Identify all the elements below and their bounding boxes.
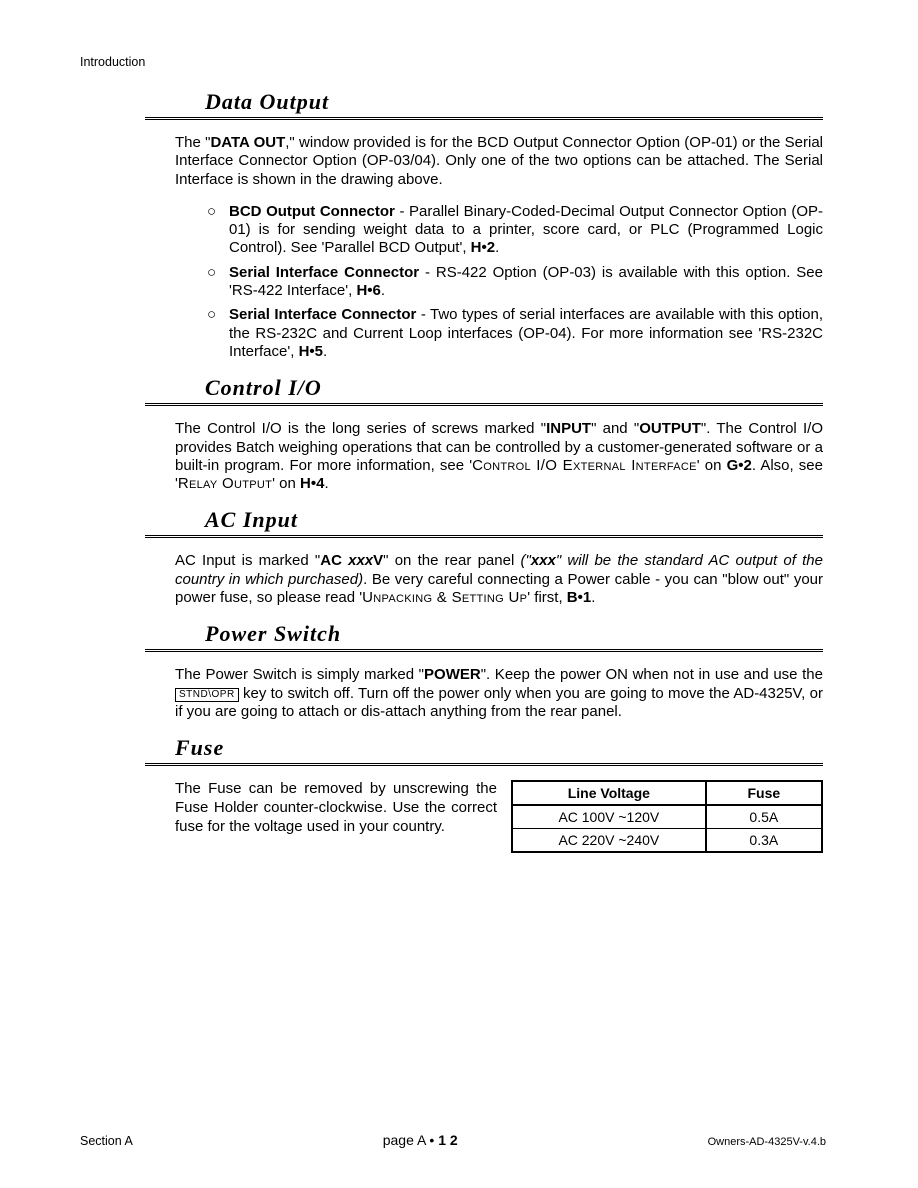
fuse-table: Line Voltage Fuse AC 100V ~120V 0.5A AC … <box>511 780 823 853</box>
rule <box>145 403 823 406</box>
section-power-switch: Power Switch The Power Switch is simply … <box>80 621 826 721</box>
footer-docid: Owners-AD-4325V-v.4.b <box>708 1136 826 1148</box>
page-header-label: Introduction <box>80 55 826 69</box>
footer-section: Section A <box>80 1134 133 1148</box>
table-row: Line Voltage Fuse <box>512 781 822 805</box>
rule <box>145 535 823 538</box>
control-io-body: The Control I/O is the long series of sc… <box>175 420 823 493</box>
list-item: ○ Serial Interface Connector - RS-422 Op… <box>207 264 823 301</box>
heading-power-switch: Power Switch <box>205 621 826 649</box>
fuse-cell: AC 100V ~120V <box>512 805 706 829</box>
data-output-intro: The "DATA OUT," window provided is for t… <box>175 134 823 189</box>
fuse-col-fuse: Fuse <box>706 781 822 805</box>
table-row: AC 220V ~240V 0.3A <box>512 829 822 853</box>
heading-ac-input: AC Input <box>205 507 826 535</box>
heading-fuse: Fuse <box>175 735 826 763</box>
list-item: ○ Serial Interface Connector - Two types… <box>207 306 823 361</box>
page-footer: Section A page A • 1 2 Owners-AD-4325V-v… <box>80 1132 826 1148</box>
section-fuse: Fuse The Fuse can be removed by unscrewi… <box>80 735 826 853</box>
bullet-icon: ○ <box>207 203 229 258</box>
list-item: ○ BCD Output Connector - Parallel Binary… <box>207 203 823 258</box>
section-control-io: Control I/O The Control I/O is the long … <box>80 375 826 493</box>
fuse-body: The Fuse can be removed by unscrewing th… <box>175 780 497 836</box>
heading-data-output: Data Output <box>205 89 826 117</box>
bullet-icon: ○ <box>207 306 229 361</box>
rule <box>145 117 823 120</box>
rule <box>145 649 823 652</box>
ac-input-body: AC Input is marked "AC xxxV" on the rear… <box>175 552 823 607</box>
bullet-icon: ○ <box>207 264 229 301</box>
heading-control-io: Control I/O <box>205 375 826 403</box>
bullet-text: Serial Interface Connector - Two types o… <box>229 306 823 361</box>
fuse-cell: 0.3A <box>706 829 822 853</box>
table-row: AC 100V ~120V 0.5A <box>512 805 822 829</box>
fuse-col-voltage: Line Voltage <box>512 781 706 805</box>
footer-page: page A • 1 2 <box>383 1132 458 1148</box>
data-output-bullets: ○ BCD Output Connector - Parallel Binary… <box>207 203 823 361</box>
fuse-cell: AC 220V ~240V <box>512 829 706 853</box>
bullet-text: Serial Interface Connector - RS-422 Opti… <box>229 264 823 301</box>
rule <box>145 763 823 766</box>
power-switch-body: The Power Switch is simply marked "POWER… <box>175 666 823 721</box>
section-ac-input: AC Input AC Input is marked "AC xxxV" on… <box>80 507 826 607</box>
section-data-output: Data Output The "DATA OUT," window provi… <box>80 89 826 361</box>
fuse-cell: 0.5A <box>706 805 822 829</box>
bullet-text: BCD Output Connector - Parallel Binary-C… <box>229 203 823 258</box>
